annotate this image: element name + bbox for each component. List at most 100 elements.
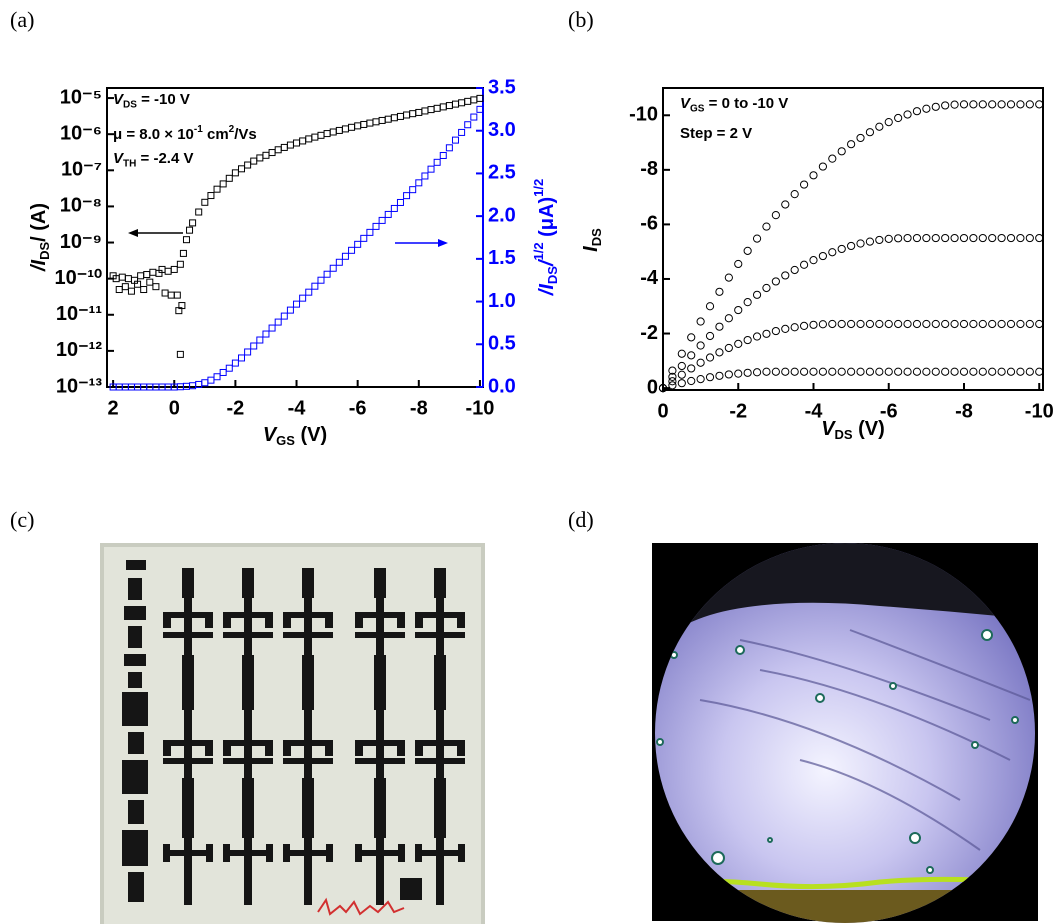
point <box>244 161 252 169</box>
point <box>931 367 940 376</box>
point <box>743 298 752 307</box>
point <box>771 326 780 336</box>
point <box>415 179 423 187</box>
point <box>837 367 846 376</box>
y2-axis-label-part: DS <box>545 266 560 284</box>
y-tick-label: 10⁻⁵ <box>60 86 102 108</box>
point <box>865 128 875 137</box>
point <box>828 248 837 257</box>
x-tick-label: -6 <box>349 397 367 419</box>
point <box>189 219 197 227</box>
point <box>969 319 978 329</box>
point <box>409 110 417 118</box>
point <box>378 216 386 224</box>
point <box>705 331 715 341</box>
point <box>305 135 313 143</box>
point <box>384 210 392 218</box>
point <box>781 271 790 280</box>
point <box>696 358 705 367</box>
point <box>164 267 172 275</box>
point <box>922 233 931 243</box>
point <box>941 367 950 376</box>
point <box>865 367 875 376</box>
point <box>865 237 875 246</box>
point <box>421 172 429 180</box>
annotation-part: = 0 to -10 V <box>704 95 788 112</box>
x-tick-label: -2 <box>226 397 244 419</box>
point <box>997 319 1006 329</box>
annotation-part: /Vs <box>234 126 257 143</box>
annotation-part: = -10 V <box>137 91 190 108</box>
point <box>837 319 846 329</box>
point <box>771 211 780 220</box>
annotation: VGS = 0 to -10 V <box>680 95 788 114</box>
point <box>988 319 997 329</box>
point <box>268 324 276 332</box>
point <box>752 234 762 243</box>
x-axis-label-part: GS <box>276 433 295 448</box>
point <box>978 367 987 376</box>
x-tick-label: 2 <box>108 397 119 419</box>
point <box>734 259 743 269</box>
y-tick-label: -10 <box>629 104 658 126</box>
point <box>790 323 799 332</box>
point <box>176 350 184 358</box>
point <box>1025 233 1034 243</box>
y-tick-label: 10⁻¹² <box>56 339 102 361</box>
point <box>311 133 319 141</box>
point <box>894 367 903 376</box>
point <box>329 128 337 136</box>
point <box>677 379 686 388</box>
point <box>167 291 175 299</box>
point <box>372 222 380 230</box>
point <box>348 246 356 254</box>
point <box>884 319 893 329</box>
y-tick-label: 10⁻⁷ <box>61 159 102 181</box>
point <box>875 235 884 245</box>
point <box>912 107 922 116</box>
y-tick-label: 10⁻⁶ <box>60 122 102 144</box>
point <box>348 123 356 131</box>
point <box>1016 319 1025 329</box>
y-axis-label-part: DS <box>589 228 604 246</box>
y2-tick-label: 2.0 <box>488 204 516 226</box>
point <box>149 268 157 276</box>
point <box>115 286 123 294</box>
point <box>799 367 809 376</box>
point <box>828 319 837 329</box>
y-axis-label-part: DS <box>37 242 52 260</box>
y2-axis-label-part: / <box>536 287 558 296</box>
point <box>837 244 846 254</box>
x-axis-label: VGS (V) <box>263 424 327 448</box>
point <box>1006 233 1016 243</box>
point <box>969 233 978 243</box>
point <box>231 169 239 177</box>
x-tick-label: -10 <box>465 397 494 419</box>
point <box>262 151 270 159</box>
y-tick-label: -4 <box>640 267 659 289</box>
annotation-part: TH <box>123 158 136 169</box>
x-axis-label-part: (V) <box>853 418 885 440</box>
point <box>875 319 884 329</box>
point <box>856 367 865 376</box>
point <box>219 180 227 188</box>
point <box>335 126 343 134</box>
point <box>856 239 865 248</box>
x-tick-label: -6 <box>880 400 898 422</box>
x-tick-label: -10 <box>1025 400 1054 422</box>
point <box>137 272 145 280</box>
point <box>335 258 343 266</box>
y-axis-label-part: I <box>580 246 602 252</box>
point <box>124 275 132 283</box>
point <box>809 171 818 180</box>
annotation: VDS = -10 V <box>113 91 190 110</box>
point <box>677 370 686 379</box>
x-axis-label: VDS (V) <box>821 418 885 442</box>
x-axis-label-part: DS <box>835 427 853 442</box>
point <box>705 353 715 362</box>
y2-tick-label: 3.5 <box>488 76 516 98</box>
point <box>724 343 733 353</box>
point <box>950 367 959 376</box>
y-tick-label: 10⁻¹³ <box>56 375 102 397</box>
